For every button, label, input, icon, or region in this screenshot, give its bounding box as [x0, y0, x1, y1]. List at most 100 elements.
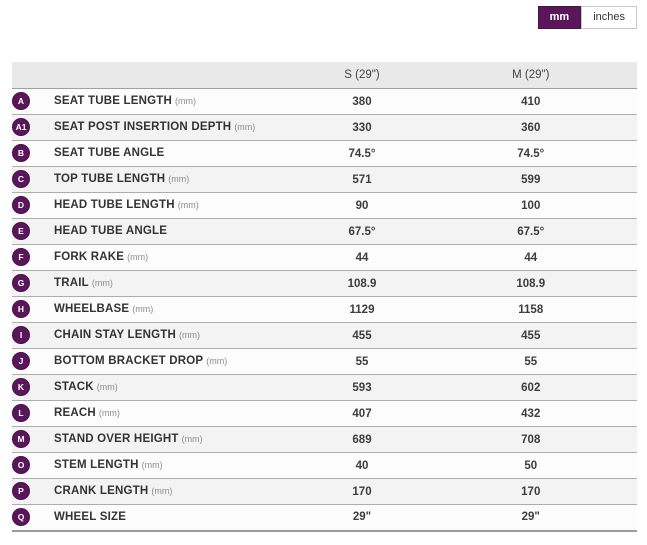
table-row: M STAND OVER HEIGHT (mm) 689 708	[12, 426, 637, 453]
spec-name-cell: G TRAIL (mm)	[12, 270, 300, 297]
spec-value-m: 360	[424, 114, 637, 141]
table-row: P CRANK LENGTH (mm) 170 170	[12, 478, 637, 505]
spec-label: TOP TUBE LENGTH	[54, 173, 166, 186]
spec-value-m: 50	[424, 452, 637, 479]
table-row: B SEAT TUBE ANGLE 74.5° 74.5°	[12, 140, 637, 167]
table-header-row: S (29") M (29")	[12, 62, 637, 89]
spec-name-cell: I CHAIN STAY LENGTH (mm)	[12, 322, 300, 349]
spec-letter-badge: P	[12, 482, 30, 501]
spec-label: STACK	[54, 381, 94, 394]
spec-name-cell: B SEAT TUBE ANGLE	[12, 140, 300, 167]
spec-value-m: 599	[424, 166, 637, 193]
spec-name-cell: O STEM LENGTH (mm)	[12, 452, 300, 479]
spec-unit: (mm)	[151, 486, 173, 497]
spec-label: HEAD TUBE ANGLE	[54, 225, 168, 238]
column-header-size-s: S (29")	[299, 62, 425, 89]
column-header-spec	[12, 62, 300, 89]
unit-toggle: mm inches	[537, 6, 637, 29]
spec-label: FORK RAKE	[54, 251, 125, 264]
spec-letter-badge: C	[12, 170, 30, 189]
spec-name-cell: C TOP TUBE LENGTH (mm)	[12, 166, 300, 193]
spec-name-cell: J BOTTOM BRACKET DROP (mm)	[12, 348, 300, 375]
spec-unit: (mm)	[177, 200, 199, 211]
table-row: C TOP TUBE LENGTH (mm) 571 599	[12, 166, 637, 193]
spec-value-s: 74.5°	[299, 140, 425, 167]
spec-label: WHEELBASE	[54, 303, 130, 316]
spec-label: HEAD TUBE LENGTH	[54, 199, 175, 212]
geometry-table-wrap: S (29") M (29") A SEAT TUBE LENGTH (mm) 380…	[12, 62, 637, 532]
spec-name-cell: E HEAD TUBE ANGLE	[12, 218, 300, 245]
spec-label: STAND OVER HEIGHT	[54, 433, 179, 446]
spec-value-m: 108.9	[424, 270, 637, 297]
spec-value-s: 593	[299, 374, 425, 401]
spec-value-s: 44	[299, 244, 425, 271]
spec-label: TRAIL	[54, 277, 89, 290]
spec-unit: (mm)	[98, 408, 120, 419]
table-row: G TRAIL (mm) 108.9 108.9	[12, 270, 637, 297]
spec-value-s: 67.5°	[299, 218, 425, 245]
table-row: D HEAD TUBE LENGTH (mm) 90 100	[12, 192, 637, 219]
spec-unit: (mm)	[141, 460, 163, 471]
spec-value-m: 29"	[424, 504, 637, 532]
spec-unit: (mm)	[181, 434, 203, 445]
spec-value-m: 55	[424, 348, 637, 375]
table-row: L REACH (mm) 407 432	[12, 400, 637, 427]
spec-value-m: 1158	[424, 296, 637, 323]
spec-unit: (mm)	[175, 96, 196, 107]
spec-letter-badge: L	[12, 404, 30, 423]
spec-value-s: 108.9	[299, 270, 425, 297]
spec-unit: (mm)	[127, 252, 149, 263]
spec-label: WHEEL SIZE	[54, 511, 127, 524]
spec-name-cell: P CRANK LENGTH (mm)	[12, 478, 300, 505]
spec-label: BOTTOM BRACKET DROP	[54, 355, 204, 368]
spec-value-s: 40	[299, 452, 425, 479]
spec-unit: (mm)	[132, 304, 154, 315]
spec-value-s: 29"	[299, 504, 425, 532]
spec-value-m: 708	[424, 426, 637, 453]
spec-value-m: 44	[424, 244, 637, 271]
spec-value-s: 380	[299, 88, 425, 115]
spec-name-cell: F FORK RAKE (mm)	[12, 244, 300, 271]
spec-value-m: 74.5°	[424, 140, 637, 167]
spec-letter-badge: K	[12, 378, 30, 397]
spec-letter-badge: G	[12, 274, 30, 293]
spec-letter-badge: H	[12, 300, 30, 319]
spec-value-m: 100	[424, 192, 637, 219]
spec-label: SEAT TUBE ANGLE	[54, 147, 165, 160]
table-row: I CHAIN STAY LENGTH (mm) 455 455	[12, 322, 637, 349]
spec-letter-badge: J	[12, 352, 30, 371]
spec-value-m: 602	[424, 374, 637, 401]
spec-value-m: 67.5°	[424, 218, 637, 245]
spec-value-m: 432	[424, 400, 637, 427]
spec-value-s: 455	[299, 322, 425, 349]
spec-letter-badge: A	[12, 92, 30, 111]
inches-toggle-button[interactable]: inches	[581, 6, 637, 29]
spec-value-m: 170	[424, 478, 637, 505]
table-row: A SEAT TUBE LENGTH (mm) 380 410	[12, 88, 637, 115]
spec-name-cell: M STAND OVER HEIGHT (mm)	[12, 426, 300, 453]
spec-letter-badge: F	[12, 248, 30, 267]
spec-unit: (mm)	[168, 174, 190, 185]
spec-name-cell: K STACK (mm)	[12, 374, 300, 401]
spec-letter-badge: I	[12, 326, 30, 345]
spec-value-m: 455	[424, 322, 637, 349]
table-row: O STEM LENGTH (mm) 40 50	[12, 452, 637, 479]
table-row: H WHEELBASE (mm) 1129 1158	[12, 296, 637, 323]
table-row: J BOTTOM BRACKET DROP (mm) 55 55	[12, 348, 637, 375]
column-header-size-m: M (29")	[424, 62, 637, 89]
spec-label: CRANK LENGTH	[54, 485, 149, 498]
spec-value-s: 407	[299, 400, 425, 427]
spec-letter-badge: B	[12, 144, 30, 163]
spec-name-cell: A SEAT TUBE LENGTH (mm)	[12, 88, 300, 115]
spec-value-s: 571	[299, 166, 425, 193]
mm-toggle-button[interactable]: mm	[537, 6, 582, 29]
unit-toggle-bar: mm inches	[12, 6, 637, 29]
table-row: E HEAD TUBE ANGLE 67.5° 67.5°	[12, 218, 637, 245]
spec-value-s: 330	[299, 114, 425, 141]
spec-label: REACH	[54, 407, 96, 420]
spec-name-cell: D HEAD TUBE LENGTH (mm)	[12, 192, 300, 219]
spec-value-s: 689	[299, 426, 425, 453]
spec-value-m: 410	[424, 88, 637, 115]
spec-letter-badge: M	[12, 430, 30, 449]
spec-name-cell: Q WHEEL SIZE	[12, 504, 300, 532]
